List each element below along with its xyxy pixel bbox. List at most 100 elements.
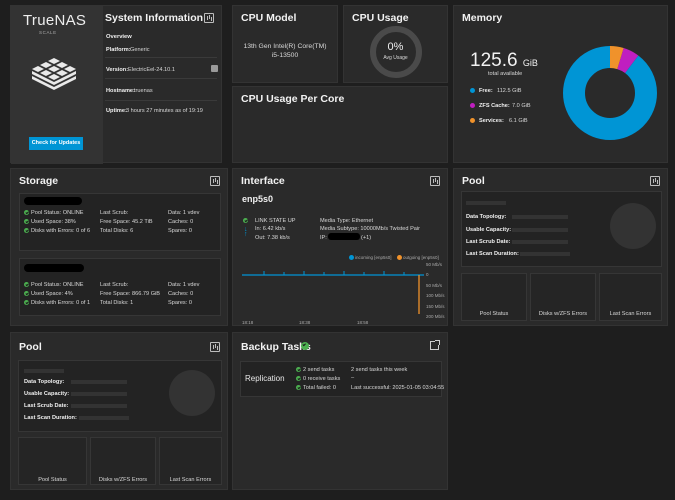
free-label: Free: — [479, 88, 493, 94]
spares: Spares: 0 — [168, 228, 192, 234]
cpu-model-line1: 13th Gen Intel(R) Core(TM) — [243, 43, 327, 50]
memory-total-caption: total available — [488, 71, 523, 77]
cpu-per-core-card: CPU Usage Per Core — [232, 86, 448, 163]
services-label: Services: — [479, 118, 504, 124]
send-tasks: 2 send tasks — [303, 367, 335, 373]
zfs-cache-dot — [470, 103, 475, 108]
free-dot — [470, 88, 475, 93]
pool-status-box[interactable]: Pool Status — [461, 273, 527, 321]
y-tick: 100 Mb/s — [426, 293, 445, 298]
cpu-per-core-title: CPU Usage Per Core — [241, 93, 345, 105]
storage-title: Storage — [19, 175, 59, 187]
storage-card: Storage Pool Status: ONLINE Used Space: … — [10, 168, 228, 326]
pool-title: Pool — [19, 341, 42, 353]
used-space: Used Space: 4% — [31, 291, 73, 297]
data-vdev: Data: 1 vdev — [168, 210, 200, 216]
last-scan-errors-box[interactable]: Last Scan Errors — [599, 273, 662, 321]
last-successful: Last successful: 2025-01-05 03:04:55 — [351, 385, 445, 391]
cpu-usage-title: CPU Usage — [352, 12, 409, 24]
y-tick: 200 Mb/s — [426, 314, 445, 319]
last-scrub: Last Scrub: — [100, 282, 129, 288]
replication-label: Replication — [245, 374, 285, 383]
traffic-out: Out: 7.38 kb/s — [255, 235, 290, 241]
incoming-legend-dot — [349, 255, 354, 260]
backup-tasks-title: Backup Tasks — [241, 341, 311, 353]
replication-panel[interactable]: Replication 2 send tasks 0 receive tasks… — [240, 361, 445, 397]
disks-errors: Disks with Errors: 0 of 6 — [31, 228, 91, 234]
last-scan-errors-box[interactable]: Last Scan Errors — [159, 437, 222, 485]
y-tick: 0 — [426, 272, 429, 277]
backup-ok-icon — [301, 342, 309, 350]
pool-name-redacted — [24, 264, 84, 272]
week-dash: – — [351, 375, 355, 381]
x-tick: 18:18 — [242, 320, 254, 325]
services-value: 6.1 GiB — [509, 118, 528, 124]
report-icon[interactable] — [210, 176, 220, 186]
report-icon[interactable] — [650, 176, 660, 186]
receive-tasks: 0 receive tasks — [303, 376, 341, 382]
disks-zfs-errors-box[interactable]: Disks w/ZFS Errors — [90, 437, 156, 485]
total-disks: Total Disks: 1 — [100, 300, 134, 306]
disks-errors: Disks with Errors: 0 of 1 — [31, 300, 91, 306]
pool-usage-placeholder — [169, 370, 215, 416]
status-ok-icon — [24, 282, 29, 287]
pool-details-panel: Data Topology: Usable Capacity: Last Scr… — [18, 360, 222, 432]
status-ok-icon — [296, 367, 301, 372]
status-ok-icon — [24, 210, 29, 215]
last-scan-duration-label: Last Scan Duration: — [466, 251, 519, 257]
pool-status: Pool Status: ONLINE — [31, 210, 84, 216]
truenas-logo-text: TrueNAS — [23, 12, 87, 29]
data-vdev: Data: 1 vdev — [168, 282, 200, 288]
version-value: ElectricEel-24.10.1 — [128, 67, 175, 73]
ip-redacted — [328, 233, 360, 240]
caches: Caches: 0 — [168, 291, 194, 297]
version-label: Version: — [106, 67, 129, 73]
report-icon[interactable] — [430, 176, 440, 186]
cpu-usage-gauge — [370, 26, 422, 78]
status-ok-icon — [24, 300, 29, 305]
pool-summary-2[interactable]: Pool Status: ONLINE Used Space: 4% Disks… — [19, 258, 221, 316]
spares: Spares: 0 — [168, 300, 192, 306]
data-topology-label: Data Topology: — [24, 379, 65, 385]
free-value: 112.5 GiB — [497, 88, 522, 94]
memory-card: Memory 125.6 GiB total available Free: 1… — [453, 5, 668, 163]
interface-title: Interface — [241, 175, 285, 187]
interface-card: Interface enp5s0 LINK STATE UP ↓ ↑ In: 6.… — [232, 168, 448, 326]
report-icon[interactable] — [204, 13, 214, 23]
pool-card-right: Pool Data Topology: Usable Capacity: Las… — [453, 168, 668, 326]
copy-version-icon[interactable] — [211, 65, 218, 72]
report-icon[interactable] — [210, 342, 220, 352]
last-scrub: Last Scrub: — [100, 210, 129, 216]
services-slice — [563, 46, 657, 140]
check-for-updates-button[interactable]: Check for Updates — [29, 137, 83, 150]
last-scan-duration-label: Last Scan Duration: — [24, 415, 77, 421]
pool-name-placeholder — [466, 201, 506, 205]
media-type: Media Type: Ethernet — [320, 218, 374, 224]
zfs-cache-value: 7.0 GiB — [512, 103, 531, 109]
usable-capacity-label: Usable Capacity: — [466, 227, 512, 233]
pool-name-redacted — [24, 197, 82, 205]
platform-value: Generic — [130, 47, 150, 53]
y-tick: 50 Mb/s — [426, 262, 443, 267]
pool-name-placeholder — [24, 369, 64, 373]
pool-status-box[interactable]: Pool Status — [18, 437, 87, 485]
status-ok-icon — [296, 376, 301, 381]
memory-donut-chart — [563, 46, 657, 140]
platform-label: Platform: — [106, 47, 131, 53]
server-grid-icon — [32, 58, 76, 90]
x-tick: 18:38 — [299, 320, 311, 325]
zfs-cache-label: ZFS Cache: — [479, 103, 510, 109]
pool-summary-1[interactable]: Pool Status: ONLINE Used Space: 38% Disk… — [19, 193, 221, 251]
pool-usage-placeholder — [610, 203, 656, 249]
y-tick: 50 Mb/s — [426, 283, 443, 288]
outgoing-legend: outgoing [enp5s0] — [403, 255, 439, 260]
status-ok-icon — [24, 228, 29, 233]
disks-zfs-errors-box[interactable]: Disks w/ZFS Errors — [530, 273, 596, 321]
cpu-model-title: CPU Model — [241, 12, 297, 24]
uptime-value: 3 hours 27 minutes as of 19:19 — [126, 108, 203, 114]
open-external-icon[interactable] — [430, 340, 440, 350]
cpu-model-line2: i5-13500 — [271, 52, 299, 59]
free-space: Free Space: 866.79 GiB — [100, 291, 161, 297]
system-information-title: System Information — [105, 12, 204, 24]
last-scrub-date-label: Last Scrub Date: — [24, 403, 69, 409]
